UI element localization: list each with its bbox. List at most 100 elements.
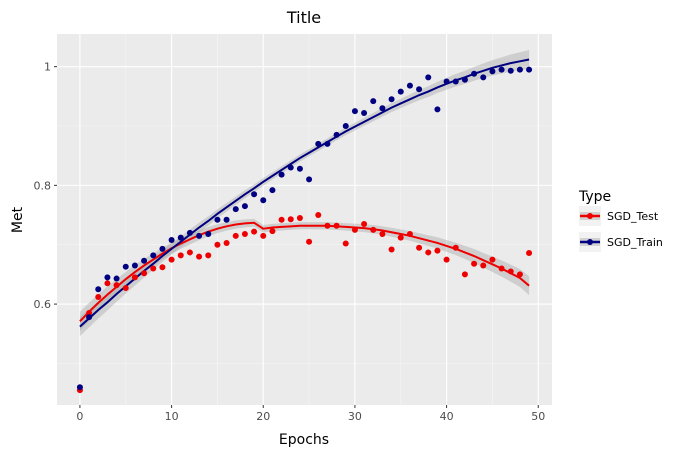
data-point-sgd-test — [296, 215, 303, 222]
data-point-sgd-test — [507, 268, 514, 275]
data-point-sgd-train — [489, 68, 496, 75]
data-point-sgd-test — [159, 264, 166, 271]
data-point-sgd-test — [196, 253, 203, 260]
data-point-sgd-test — [232, 232, 239, 239]
data-point-sgd-test — [269, 228, 276, 235]
data-point-sgd-test — [260, 232, 267, 239]
data-point-sgd-test — [361, 220, 368, 227]
data-point-sgd-test — [516, 271, 523, 278]
data-point-sgd-train — [205, 231, 212, 238]
data-point-sgd-train — [196, 232, 203, 239]
x-tick-label: 0 — [76, 410, 83, 423]
data-point-sgd-train — [86, 314, 93, 321]
data-point-sgd-test — [406, 231, 413, 238]
data-point-sgd-train — [498, 66, 505, 73]
data-point-sgd-train — [388, 96, 395, 103]
data-point-sgd-train — [443, 78, 450, 85]
data-point-sgd-test — [471, 260, 478, 267]
data-point-sgd-test — [205, 252, 212, 259]
data-point-sgd-test — [397, 234, 404, 241]
x-tick-label: 20 — [256, 410, 270, 423]
data-point-sgd-test — [287, 216, 294, 223]
data-point-sgd-train — [131, 262, 138, 269]
x-axis-title: Epochs — [279, 432, 329, 448]
data-point-sgd-test — [379, 231, 386, 238]
plot-panel — [57, 34, 552, 405]
data-point-sgd-train — [260, 197, 267, 204]
data-point-sgd-train — [425, 74, 432, 81]
data-point-sgd-test — [223, 239, 230, 246]
data-point-sgd-test — [452, 244, 459, 251]
data-point-sgd-test — [113, 282, 120, 289]
data-point-sgd-test — [461, 271, 468, 278]
data-point-sgd-train — [315, 140, 322, 147]
data-point-sgd-train — [333, 131, 340, 138]
legend-title: Type — [578, 189, 611, 205]
data-point-sgd-train — [397, 88, 404, 95]
data-point-sgd-train — [150, 252, 157, 259]
data-points — [76, 66, 533, 394]
data-point-sgd-test — [315, 212, 322, 219]
data-point-sgd-train — [507, 67, 514, 74]
data-point-sgd-test — [150, 265, 157, 272]
data-point-sgd-train — [416, 86, 423, 93]
data-point-sgd-train — [141, 257, 148, 264]
data-point-sgd-test — [498, 265, 505, 272]
data-point-sgd-train — [342, 123, 349, 130]
data-point-sgd-train — [241, 203, 248, 210]
data-point-sgd-test — [489, 256, 496, 263]
x-tick-label: 10 — [165, 410, 179, 423]
chart-title: Title — [286, 8, 321, 27]
legend-key-point — [587, 239, 593, 245]
x-tick-label: 40 — [440, 410, 454, 423]
data-point-sgd-train — [287, 164, 294, 171]
data-point-sgd-train — [186, 229, 193, 236]
data-point-sgd-test — [416, 244, 423, 251]
data-point-sgd-train — [516, 66, 523, 73]
data-point-sgd-test — [342, 240, 349, 247]
data-point-sgd-test — [177, 252, 184, 259]
data-point-sgd-train — [168, 236, 175, 243]
data-point-sgd-test — [324, 222, 331, 229]
data-point-sgd-train — [361, 109, 368, 116]
data-point-sgd-test — [480, 262, 487, 269]
data-point-sgd-train — [306, 176, 313, 183]
data-point-sgd-train — [526, 66, 533, 73]
data-point-sgd-train — [232, 206, 239, 213]
data-point-sgd-test — [214, 241, 221, 248]
data-point-sgd-train — [223, 216, 230, 223]
data-point-sgd-train — [113, 275, 120, 282]
data-point-sgd-test — [388, 246, 395, 253]
data-point-sgd-test — [104, 280, 111, 287]
data-point-sgd-test — [186, 249, 193, 256]
x-tick-label: 30 — [348, 410, 362, 423]
legend-label-sgd-train: SGD_Train — [607, 236, 663, 249]
data-point-sgd-train — [351, 108, 358, 115]
data-point-sgd-train — [214, 216, 221, 223]
data-point-sgd-train — [296, 165, 303, 172]
data-point-sgd-train — [122, 263, 129, 270]
data-point-sgd-train — [251, 191, 258, 198]
data-point-sgd-train — [452, 78, 459, 85]
y-tick-label: 1 — [44, 61, 51, 74]
data-point-sgd-train — [95, 286, 102, 293]
data-point-sgd-test — [443, 256, 450, 263]
x-tick-label: 50 — [531, 410, 545, 423]
data-point-sgd-test — [168, 256, 175, 263]
data-point-sgd-test — [251, 228, 258, 235]
data-point-sgd-train — [406, 82, 413, 89]
data-point-sgd-test — [434, 247, 441, 254]
grid-lines — [57, 34, 552, 405]
legend: Type SGD_Test SGD_Train — [578, 189, 663, 252]
data-point-sgd-test — [333, 222, 340, 229]
data-point-sgd-test — [278, 216, 285, 223]
y-axis-title: Met — [10, 206, 26, 233]
data-point-sgd-test — [141, 270, 148, 277]
data-point-sgd-train — [104, 274, 111, 281]
data-point-sgd-test — [131, 274, 138, 281]
data-point-sgd-test — [95, 293, 102, 300]
data-point-sgd-train — [278, 171, 285, 178]
data-point-sgd-test — [86, 309, 93, 316]
data-point-sgd-test — [351, 226, 358, 233]
data-point-sgd-test — [370, 226, 377, 233]
